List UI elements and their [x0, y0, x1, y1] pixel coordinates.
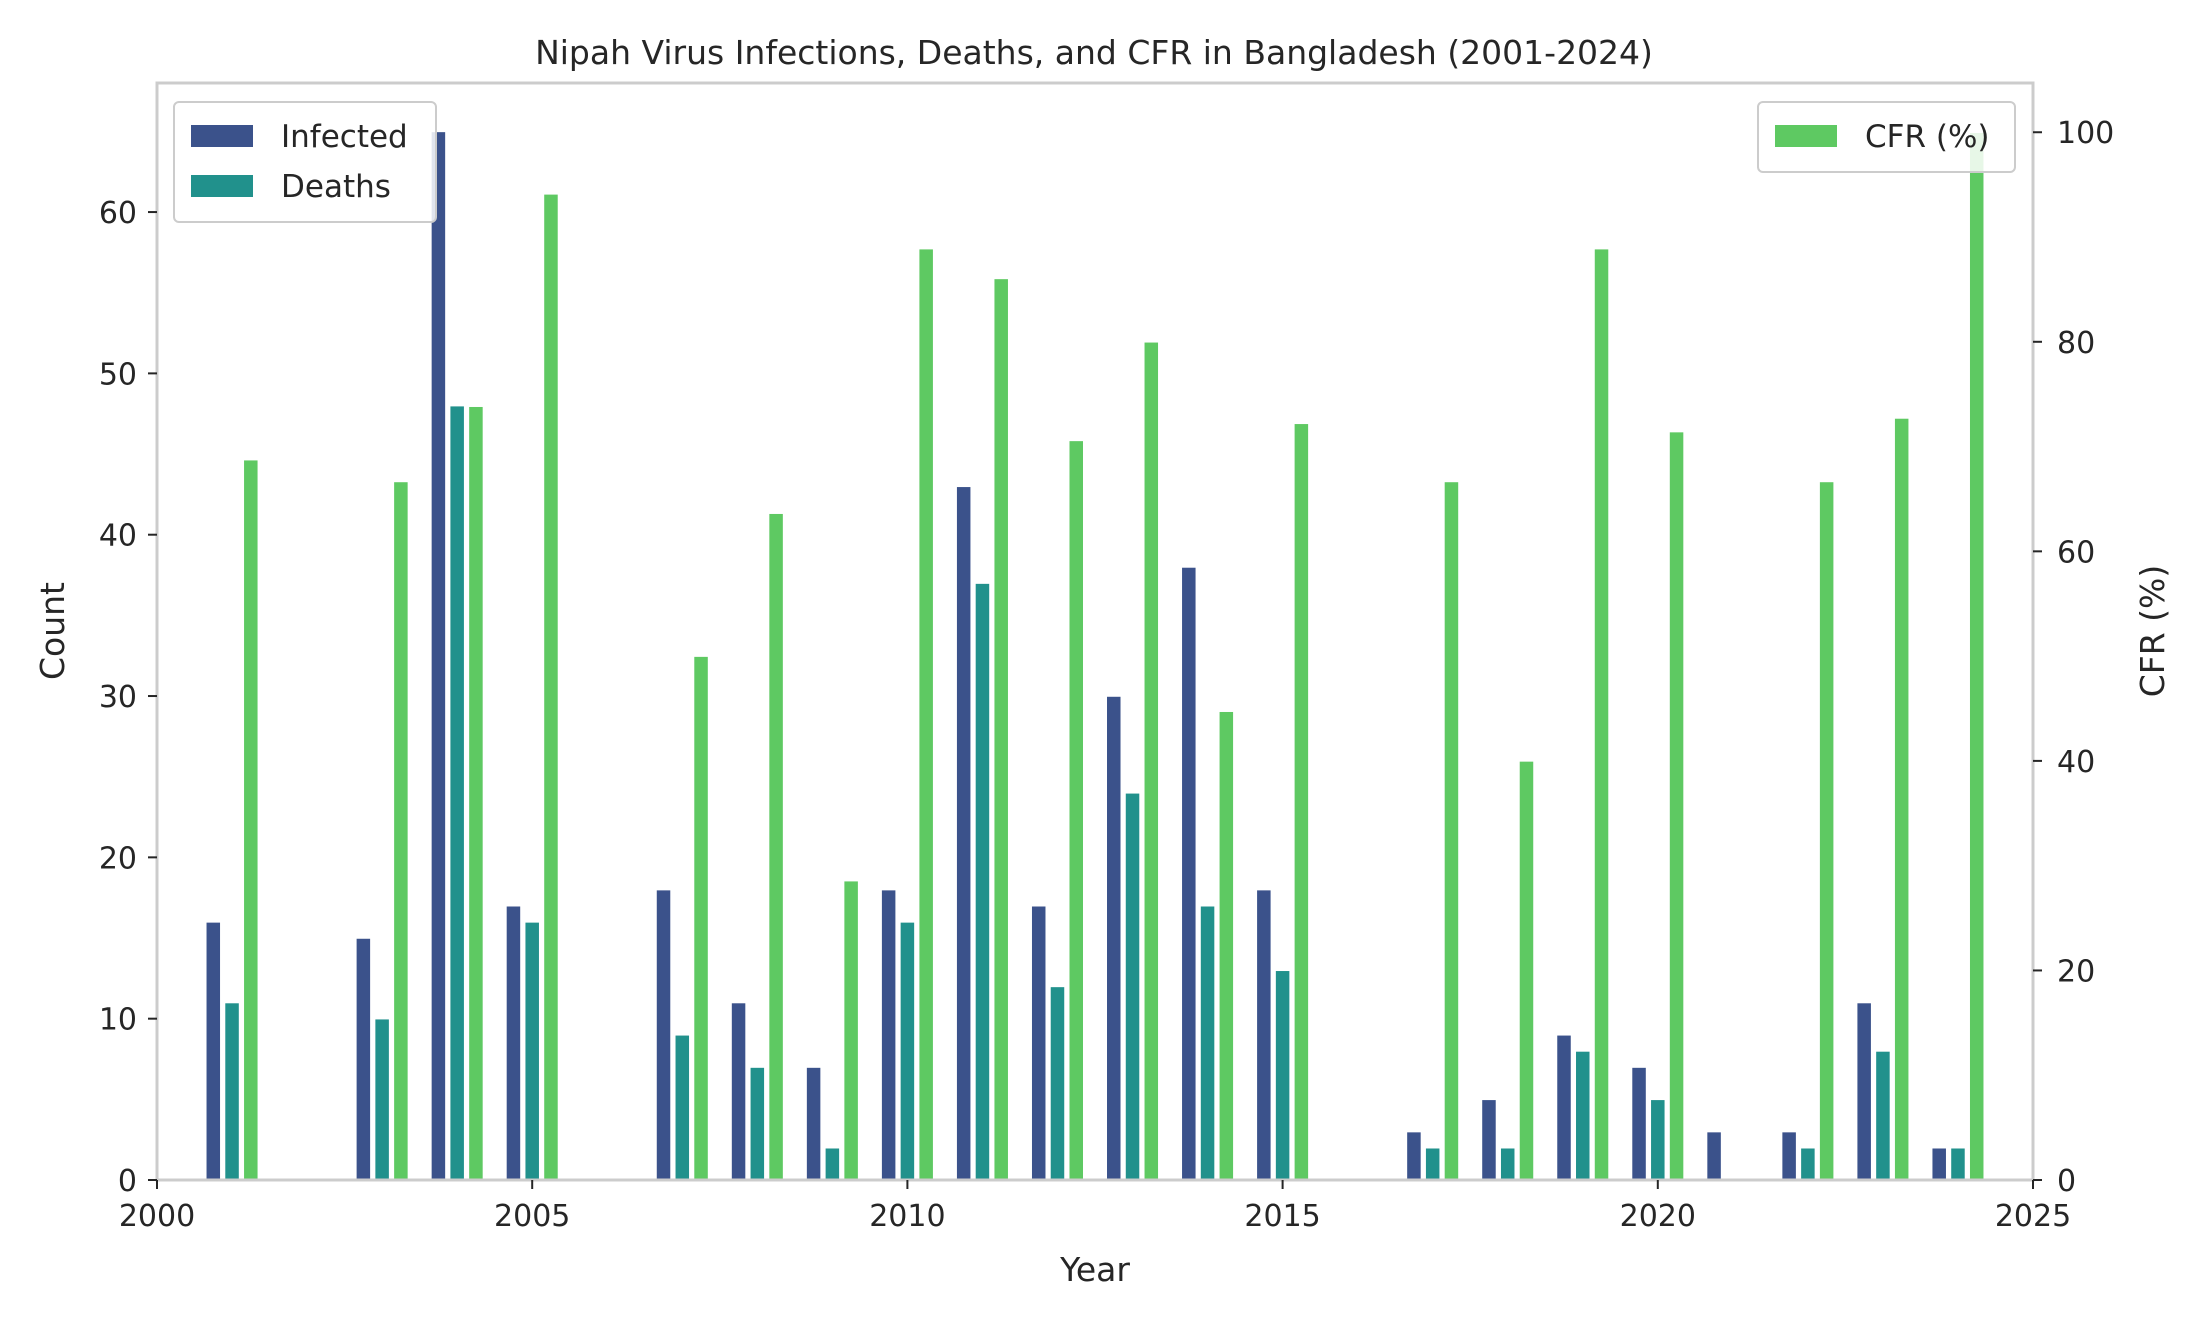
bar-cfr-2014 [1218, 710, 1235, 1181]
bar-cfr-2004 [467, 405, 485, 1181]
bar-deaths-2022 [1799, 1146, 1817, 1181]
bar-deaths-2004 [448, 404, 466, 1181]
bar-infected-2020 [1630, 1066, 1648, 1181]
bar-deaths-2007 [674, 1034, 691, 1181]
bar-infected-2012 [1030, 905, 1047, 1181]
x-tick-label-2000: 2000 [119, 1199, 195, 1234]
axes-layer: 2000 2005 2010 2015 2020 20250102030405060020… [99, 116, 2114, 1234]
bar-deaths-2012 [1049, 985, 1066, 1181]
bar-cfr-2024 [1968, 131, 1985, 1181]
bar-infected-2005 [505, 905, 522, 1181]
legend-right: CFR (%) [1757, 101, 2016, 173]
bar-deaths-2010 [899, 921, 916, 1181]
bar-deaths-2015 [1274, 969, 1291, 1181]
bar-deaths-2005 [523, 921, 541, 1181]
bar-deaths-2020 [1649, 1098, 1667, 1181]
bar-infected-2007 [655, 888, 672, 1181]
bar-infected-2013 [1105, 695, 1123, 1181]
bar-deaths-2023 [1874, 1050, 1892, 1181]
bar-cfr-2009 [842, 879, 860, 1181]
y2-tick-label-0: 0 [2057, 1164, 2076, 1199]
bar-cfr-2011 [992, 277, 1010, 1181]
y-tick-label-0: 0 [118, 1164, 137, 1199]
y-tick-label-30: 30 [99, 680, 137, 715]
bar-deaths-2009 [824, 1146, 841, 1181]
legend-label-deaths: Deaths [281, 169, 391, 205]
bar-infected-2003 [355, 937, 372, 1181]
bar-cfr-2012 [1067, 439, 1085, 1181]
bar-infected-2019 [1555, 1034, 1573, 1181]
bar-infected-2009 [805, 1066, 822, 1181]
y2-axis-title: CFR (%) [2133, 565, 2172, 698]
y-tick-label-60: 60 [99, 196, 137, 231]
bar-infected-2017 [1405, 1130, 1423, 1181]
bar-infected-2010 [880, 888, 897, 1181]
bar-cfr-2003 [392, 480, 410, 1181]
bar-deaths-2001 [223, 1001, 241, 1181]
bar-infected-2021 [1705, 1130, 1723, 1181]
y-tick-label-10: 10 [99, 1003, 137, 1038]
bar-deaths-2011 [974, 582, 991, 1181]
y-tick-label-50: 50 [99, 357, 137, 392]
x-tick-label-2025: 2025 [1995, 1199, 2071, 1234]
x-tick-label-2010: 2010 [869, 1199, 945, 1234]
bar-deaths-2014 [1199, 905, 1216, 1181]
chart-title: Nipah Virus Infections, Deaths, and CFR … [535, 33, 1653, 72]
bar-cfr-2018 [1518, 760, 1535, 1181]
bar-deaths-2024 [1949, 1146, 1967, 1181]
bar-infected-2011 [955, 485, 972, 1181]
bar-infected-2014 [1180, 566, 1198, 1181]
legend-swatch-cfr [1775, 125, 1837, 147]
legend-swatch-infected [191, 125, 253, 147]
y2-tick-label-40: 40 [2057, 745, 2095, 780]
bar-cfr-2013 [1143, 341, 1160, 1181]
bar-cfr-2010 [917, 247, 935, 1181]
bar-deaths-2003 [373, 1017, 391, 1181]
bar-deaths-2017 [1424, 1146, 1441, 1181]
bar-infected-2018 [1480, 1098, 1498, 1181]
bar-cfr-2015 [1293, 422, 1310, 1181]
bar-infected-2008 [730, 1001, 747, 1181]
x-axis-title: Year [1059, 1250, 1130, 1289]
bar-infected-2001 [205, 921, 222, 1181]
bar-cfr-2008 [767, 512, 785, 1181]
bar-cfr-2019 [1593, 247, 1610, 1181]
x-tick-label-2005: 2005 [494, 1199, 570, 1234]
legend-label-infected: Infected [281, 119, 408, 155]
bar-infected-2023 [1855, 1001, 1873, 1181]
bar-cfr-2005 [542, 193, 560, 1181]
y2-tick-label-80: 80 [2057, 326, 2095, 361]
bar-infected-2004 [430, 130, 447, 1181]
bar-deaths-2013 [1124, 792, 1141, 1181]
bar-deaths-2019 [1574, 1050, 1592, 1181]
y-tick-label-20: 20 [99, 841, 137, 876]
bar-cfr-2007 [692, 655, 710, 1181]
bar-cfr-2017 [1443, 480, 1460, 1181]
bar-cfr-2020 [1668, 430, 1685, 1181]
x-tick-label-2015: 2015 [1244, 1199, 1320, 1234]
legend-right-box [1757, 101, 2016, 173]
bar-deaths-2018 [1499, 1146, 1516, 1181]
y-tick-label-40: 40 [99, 519, 137, 554]
legend-left: Infected Deaths [173, 101, 437, 223]
bar-cfr-2022 [1818, 480, 1835, 1181]
bar-deaths-2008 [749, 1066, 766, 1181]
y2-tick-label-100: 100 [2057, 116, 2114, 151]
bar-cfr-2023 [1893, 417, 1910, 1181]
y-axis-title: Count [33, 582, 72, 680]
bar-cfr-2001 [242, 458, 260, 1181]
y2-tick-label-20: 20 [2057, 954, 2095, 989]
bar-infected-2022 [1780, 1130, 1798, 1181]
legend-swatch-deaths [191, 175, 253, 197]
x-tick-label-2020: 2020 [1620, 1199, 1696, 1234]
plot-frame [155, 81, 2035, 1182]
bar-infected-2024 [1930, 1146, 1948, 1181]
y2-tick-label-60: 60 [2057, 535, 2095, 570]
legend-label-cfr: CFR (%) [1865, 119, 1990, 155]
bar-infected-2015 [1255, 888, 1273, 1181]
